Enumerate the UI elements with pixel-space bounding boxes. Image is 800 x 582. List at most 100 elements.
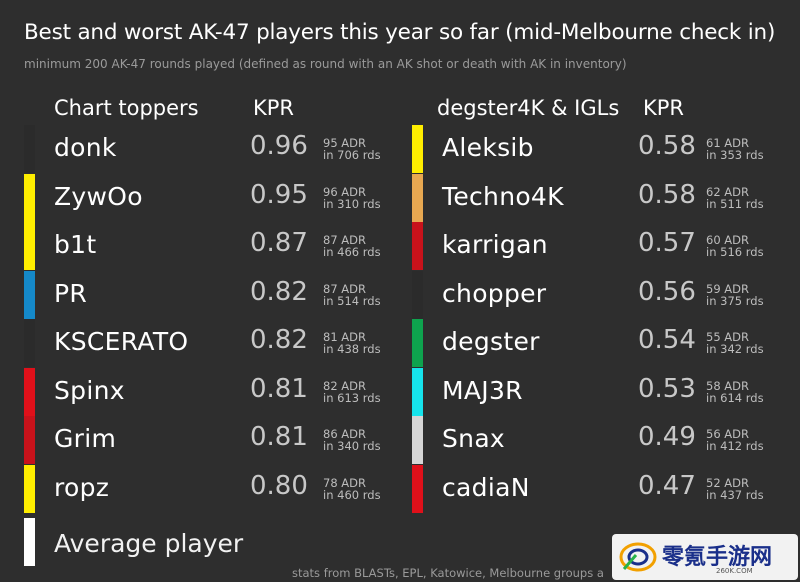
team-color-bar <box>24 416 35 464</box>
team-color-bar <box>24 222 35 270</box>
team-color-bar <box>24 125 35 173</box>
team-color-bar <box>24 367 35 416</box>
player-name: cadiaN <box>442 472 530 502</box>
source-footnote: stats from BLASTs, EPL, Katowice, Melbou… <box>292 566 604 580</box>
player-name: chopper <box>442 278 547 308</box>
kpr-value: 0.81 <box>250 373 308 404</box>
team-color-bar <box>412 464 423 513</box>
table-row: Spinx 0.81 82 ADR in 613 rds <box>24 367 384 416</box>
adr-value: 96 ADR <box>323 184 367 199</box>
average-player-bar <box>24 518 35 566</box>
adr-value: 86 ADR <box>323 427 367 441</box>
rounds-value: in 514 rds <box>323 293 381 308</box>
rounds-value: in 353 rds <box>706 148 764 162</box>
adr-value: 55 ADR <box>706 330 750 344</box>
rounds-value: in 438 rds <box>323 342 381 356</box>
player-name: b1t <box>54 230 97 259</box>
kpr-value: 0.87 <box>250 228 308 258</box>
player-name: Grim <box>54 424 117 453</box>
table-row: ZywOo 0.95 96 ADR in 310 rds <box>24 173 384 222</box>
kpr-value: 0.47 <box>638 470 696 501</box>
player-name: ropz <box>54 472 110 502</box>
table-row: degster 0.54 55 ADR in 342 rds <box>412 319 772 367</box>
average-player-label: Average player <box>54 529 244 558</box>
watermark-icon <box>619 542 657 572</box>
player-name: PR <box>54 278 88 308</box>
player-name: karrigan <box>442 230 548 259</box>
adr-value: 78 ADR <box>323 475 367 490</box>
team-color-bar <box>24 464 35 513</box>
kpr-value: 0.82 <box>250 276 308 307</box>
kpr-value: 0.58 <box>638 131 696 161</box>
chart-subtitle: minimum 200 AK-47 rounds played (defined… <box>24 57 627 71</box>
team-color-bar <box>412 319 423 367</box>
table-row: donk 0.96 95 ADR in 706 rds <box>24 125 384 173</box>
kpr-value: 0.57 <box>638 228 696 258</box>
kpr-value: 0.81 <box>250 422 308 452</box>
kpr-value: 0.49 <box>638 422 696 452</box>
team-color-bar <box>412 367 423 416</box>
kpr-value: 0.56 <box>638 276 696 307</box>
adr-value: 58 ADR <box>706 378 750 393</box>
team-color-bar <box>412 173 423 222</box>
kpr-value: 0.58 <box>638 179 696 210</box>
kpr-value: 0.80 <box>250 470 308 501</box>
player-name: donk <box>54 133 117 162</box>
player-name: Spinx <box>54 375 125 405</box>
player-name: ZywOo <box>54 181 143 211</box>
table-row: KSCERATO 0.82 81 ADR in 438 rds <box>24 319 384 367</box>
table-row: Aleksib 0.58 61 ADR in 353 rds <box>412 125 772 173</box>
player-name: KSCERATO <box>54 327 189 356</box>
right-panel-value-heading: KPR <box>643 96 685 120</box>
rounds-value: in 466 rds <box>323 245 381 259</box>
player-name: Techno4K <box>442 181 564 211</box>
adr-value: 59 ADR <box>706 281 750 296</box>
table-row: Techno4K 0.58 62 ADR in 511 rds <box>412 173 772 222</box>
rounds-value: in 614 rds <box>706 390 764 405</box>
adr-value: 56 ADR <box>706 427 750 441</box>
rounds-value: in 310 rds <box>323 196 381 211</box>
adr-value: 82 ADR <box>323 378 367 393</box>
kpr-value: 0.95 <box>250 179 308 210</box>
team-color-bar <box>412 270 423 319</box>
adr-value: 52 ADR <box>706 475 750 490</box>
table-row: ropz 0.80 78 ADR in 460 rds <box>24 464 384 513</box>
team-color-bar <box>412 222 423 270</box>
rounds-value: in 511 rds <box>706 196 764 211</box>
watermark-logo: 零氪手游网 260K.COM <box>612 534 798 580</box>
left-panel-value-heading: KPR <box>253 96 295 120</box>
table-row: cadiaN 0.47 52 ADR in 437 rds <box>412 464 772 513</box>
player-name: Aleksib <box>442 133 534 162</box>
player-name: MAJ3R <box>442 375 523 405</box>
adr-value: 60 ADR <box>706 233 750 247</box>
adr-value: 62 ADR <box>706 184 750 199</box>
watermark-url: 260K.COM <box>716 567 753 575</box>
rounds-value: in 613 rds <box>323 390 381 405</box>
rounds-value: in 375 rds <box>706 293 764 308</box>
adr-value: 95 ADR <box>323 136 367 150</box>
adr-value: 87 ADR <box>323 233 367 247</box>
team-color-bar <box>24 270 35 319</box>
left-panel-heading: Chart toppers <box>54 96 199 120</box>
adr-value: 61 ADR <box>706 136 750 150</box>
rounds-value: in 437 rds <box>706 487 764 502</box>
watermark-text: 零氪手游网 <box>662 545 773 570</box>
adr-value: 81 ADR <box>323 330 367 344</box>
kpr-value: 0.82 <box>250 325 308 355</box>
right-panel-heading: degster4K & IGLs <box>437 96 620 120</box>
rounds-value: in 340 rds <box>323 439 381 453</box>
kpr-value: 0.53 <box>638 373 696 404</box>
rounds-value: in 342 rds <box>706 342 764 356</box>
table-row: MAJ3R 0.53 58 ADR in 614 rds <box>412 367 772 416</box>
kpr-value: 0.96 <box>250 131 308 161</box>
kpr-value: 0.54 <box>638 325 696 355</box>
table-row: Snax 0.49 56 ADR in 412 rds <box>412 416 772 464</box>
team-color-bar <box>24 173 35 222</box>
table-row: PR 0.82 87 ADR in 514 rds <box>24 270 384 319</box>
rounds-value: in 516 rds <box>706 245 764 259</box>
rounds-value: in 412 rds <box>706 439 764 453</box>
player-name: degster <box>442 327 540 356</box>
chart-title: Best and worst AK-47 players this year s… <box>24 20 776 45</box>
table-row: Grim 0.81 86 ADR in 340 rds <box>24 416 384 464</box>
table-row: b1t 0.87 87 ADR in 466 rds <box>24 222 384 270</box>
